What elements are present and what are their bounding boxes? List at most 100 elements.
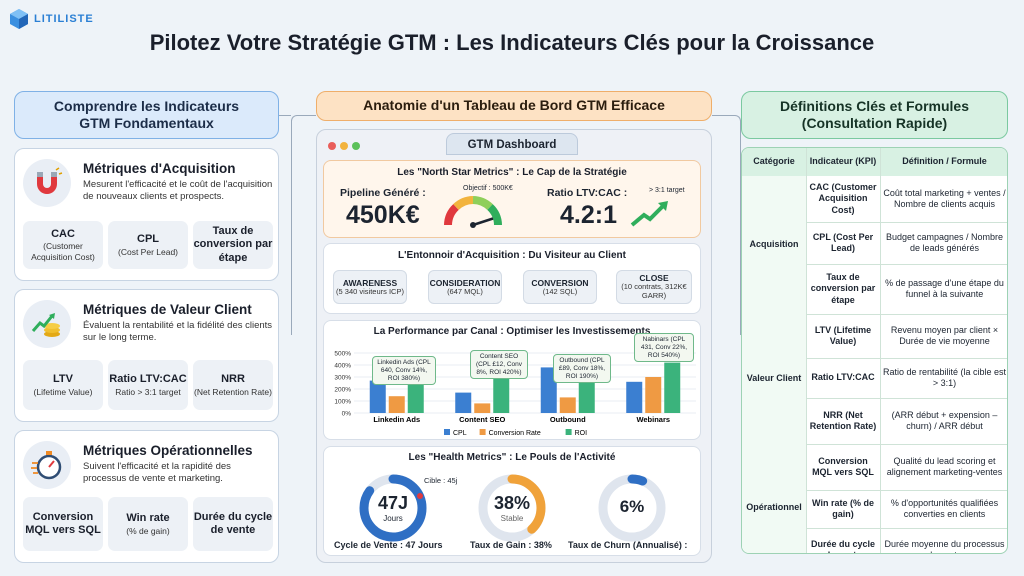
col-header: Définition / Formule (880, 148, 1007, 176)
card-title: Métriques d'Acquisition (83, 161, 236, 176)
page-title: Pilotez Votre Stratégie GTM : Les Indica… (149, 30, 875, 55)
chip-title: Durée du cycle de vente (193, 510, 273, 536)
bar-roi (578, 377, 595, 413)
funnel-stage-conversion: CONVERSION (142 SQL) (523, 270, 597, 304)
row-divider (806, 528, 1007, 529)
card-title: Métriques de Valeur Client (83, 302, 252, 317)
bar-roi (664, 362, 681, 413)
connector-line (712, 115, 741, 335)
funnel-title: L'Entonnoir d'Acquisition : Du Visiteur … (398, 250, 626, 261)
health-gauges (359, 474, 666, 542)
gain-sub: Stable (500, 514, 524, 523)
column-divider (806, 148, 807, 553)
stage-subtitle: (647 MQL) (447, 286, 483, 296)
bar-cpl (369, 380, 386, 413)
cycle-target: Cible : 45j (424, 476, 458, 485)
definition-cell: (ARR début + expension – churn) / ARR dé… (891, 409, 998, 431)
ratio-value: 4.2:1 (560, 201, 617, 229)
definition-cell: Qualité du lead scoring et alignement ma… (886, 455, 1003, 477)
callout-linkedin: Linkedin Ads (CPL 640, Conv 14%, ROI 380… (372, 356, 436, 386)
brand-logo: LITILISTE (8, 8, 94, 30)
stopwatch-icon (23, 441, 71, 489)
funnel-stage-close: CLOSE (10 contrats, 312K€ GARR) (616, 270, 692, 304)
kpi-cell: LTV (Lifetime Value) (814, 324, 872, 346)
connector-line (279, 115, 291, 116)
category-cell: Valeur Client (742, 314, 806, 444)
row-divider (806, 444, 1007, 445)
bar-conversion-rate (388, 396, 405, 413)
row-divider (806, 314, 1007, 315)
cycle-label: Cycle de Vente : 47 Jours (334, 540, 443, 550)
stage-title: CONVERSION (531, 277, 589, 288)
kpi-cell: Ratio LTV:CAC (811, 372, 875, 383)
bar-roi (493, 378, 510, 413)
bar-conversion-rate (474, 403, 491, 413)
dashboard-tab: GTM Dashboard (446, 133, 578, 155)
chip-cpl: CPL (Cost Per Lead) (108, 221, 188, 269)
y-tick-label: 100% (334, 399, 351, 406)
definitions-table: Catégorie Indicateur (KPI) Définition / … (741, 147, 1008, 554)
card-description: Suivent l'efficacité et la rapidité des … (83, 461, 231, 485)
chip-cac: CAC (Customer Acquisition Cost) (23, 221, 103, 269)
north-star-title: Les "North Star Metrics" : Le Cap de la … (397, 167, 627, 178)
bar-cpl (626, 381, 643, 413)
card-client-value: Métriques de Valeur Client Évaluent la r… (14, 289, 279, 422)
definition-cell: Ratio de rentabilité (la cible est > 3:1… (882, 366, 1007, 388)
chip-title: CPL (137, 233, 159, 246)
pipeline-gauge (444, 196, 502, 228)
x-tick-label: Webinars (636, 415, 670, 424)
chip-title: CAC (51, 228, 75, 241)
bar-cpl (540, 367, 557, 413)
ratio-target: > 3:1 target (649, 187, 685, 194)
magnet-icon (23, 159, 71, 207)
bar-cpl (455, 392, 472, 413)
growth-coins-icon (23, 300, 71, 348)
y-tick-label: 400% (334, 363, 351, 370)
y-tick-label: 300% (334, 375, 351, 382)
chip-title: Taux de conversion par étape (193, 225, 273, 264)
health-metrics-panel: Les "Health Metrics" : Le Pouls de l'Act… (323, 446, 701, 556)
stage-subtitle: (142 SQL) (542, 286, 578, 296)
card-description: Mesurent l'efficacité et le coût de l'ac… (83, 179, 273, 203)
chip-title: Ratio LTV:CAC (109, 373, 187, 386)
chip-title: LTV (53, 373, 73, 386)
gain-value: 38% (493, 493, 531, 513)
chip-ltv: LTV (Lifetime Value) (23, 360, 103, 410)
ratio-label: Ratio LTV:CAC : (547, 187, 628, 199)
window-minimize-dot (340, 142, 348, 150)
row-divider (806, 222, 1007, 223)
health-title: Les "Health Metrics" : Le Pouls de l'Act… (408, 452, 616, 463)
y-tick-label: 500% (334, 351, 351, 358)
stage-title: CONSIDERATION (429, 277, 501, 288)
pipeline-value: 450K€ (346, 201, 420, 229)
gain-label: Taux de Gain : 38% (470, 540, 552, 550)
category-cell: Acquisition (742, 176, 806, 314)
callout-webinars: Nabinars (CPL 431, Conv 22%, ROI 540%) (634, 333, 694, 363)
callout-seo: Content SEO (CPL £12, Conv 8%, ROI 420%) (470, 350, 528, 380)
logo-cube-icon (10, 9, 28, 29)
row-divider (806, 264, 1007, 265)
card-acquisition: Métriques d'Acquisition Mesurent l'effic… (14, 148, 279, 281)
card-operational: Métriques Opérationnelles Suivent l'effi… (14, 430, 279, 563)
x-tick-label: Linkedin Ads (373, 415, 420, 424)
chip-title: Conversion MQL vers SQL (25, 510, 101, 536)
col-header: Indicateur (KPI) (806, 148, 880, 176)
row-divider (806, 358, 1007, 359)
left-header-line1: Comprendre les Indicateurs (53, 97, 240, 114)
row-divider (806, 490, 1007, 491)
col-header: Catégorie (742, 148, 806, 176)
chip-subtitle: (% de gain) (126, 525, 170, 536)
definition-cell: Budget campagnes / Nombre de leads génér… (885, 231, 1004, 253)
definition-cell: Coût total marketing + ventes / Nombre d… (883, 187, 1006, 209)
trend-up-icon (630, 201, 668, 227)
legend-swatch (565, 429, 572, 435)
left-column-header: Comprendre les Indicateurs GTM Fondament… (14, 91, 279, 139)
category-cell: Opérationnel (742, 444, 806, 553)
connector-line (291, 115, 316, 335)
column-divider (880, 148, 881, 553)
right-header-line2: (Consultation Rapide) (801, 115, 948, 131)
chip-nrr: NRR (Net Retention Rate) (193, 360, 273, 410)
stage-title: AWARENESS (342, 277, 398, 288)
chip-mql-sql: Conversion MQL vers SQL (23, 497, 103, 551)
chip-subtitle: (Cost Per Lead) (118, 246, 178, 257)
